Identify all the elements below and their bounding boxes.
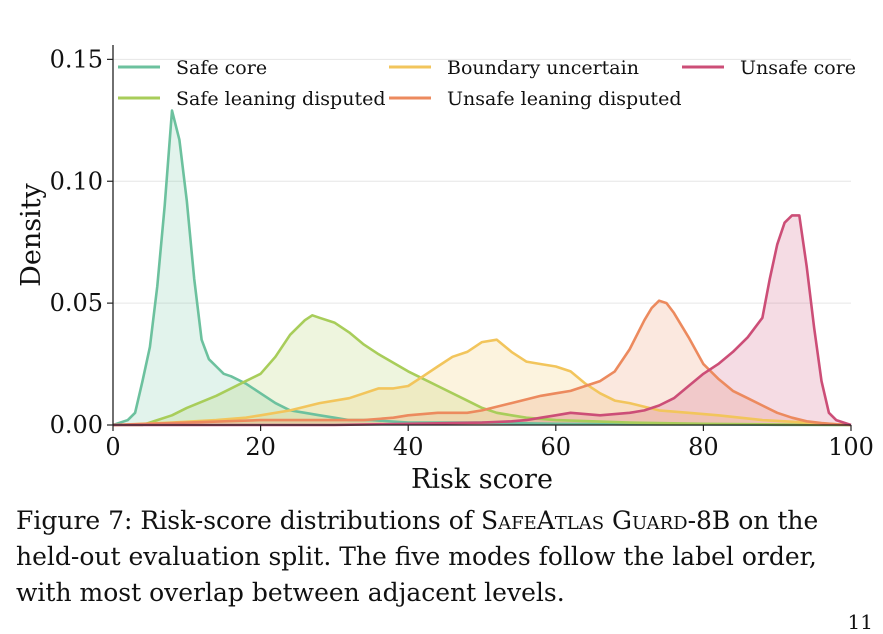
legend-label-0: Safe core — [176, 57, 267, 79]
series-area-1 — [113, 315, 851, 425]
density-lines — [112, 109, 852, 427]
axes — [107, 45, 852, 431]
caption-model-suffix: -8B — [687, 506, 731, 535]
legend: Safe core Safe leaning disputed Boundary u… — [118, 57, 856, 110]
y-tick-label-1: 0.05 — [50, 289, 103, 317]
series-area-2 — [113, 339, 851, 425]
x-tick-label-4: 80 — [688, 433, 719, 461]
density-areas — [113, 110, 851, 425]
legend-label-4: Unsafe core — [740, 57, 856, 79]
page-number: 11 — [847, 610, 873, 634]
y-tick-label-3: 0.15 — [50, 45, 103, 73]
figure-caption: Figure 7: Risk-score distributions of Sa… — [16, 503, 872, 611]
x-tick-label-0: 0 — [105, 433, 120, 461]
series-line-3 — [112, 299, 852, 427]
series-line-4 — [113, 214, 852, 427]
y-tick-label-2: 0.10 — [50, 167, 103, 195]
tick-labels: 0 20 40 60 80 100 0.00 0.05 0.10 0.15 — [50, 45, 874, 461]
x-tick-label-3: 60 — [541, 433, 572, 461]
grid-lines — [113, 58, 851, 304]
x-axis-label: Risk score — [411, 464, 553, 495]
legend-label-2: Boundary uncertain — [447, 57, 639, 79]
legend-label-3: Unsafe leaning disputed — [447, 88, 681, 110]
y-axis-label: Density — [16, 182, 47, 286]
x-tick-label-2: 40 — [393, 433, 424, 461]
caption-rest: on the held-out evaluation split. The fi… — [16, 506, 819, 607]
series-area-4 — [113, 215, 851, 425]
series-area-0 — [113, 110, 851, 425]
x-tick-label-5: 100 — [828, 433, 874, 461]
x-tick-label-1: 20 — [245, 433, 276, 461]
legend-label-1: Safe leaning disputed — [176, 88, 386, 110]
caption-model-name: SafeAtlas Guard — [480, 506, 688, 535]
series-area-3 — [113, 300, 851, 425]
series-line-1 — [113, 314, 852, 427]
caption-prefix: Figure 7: Risk-score distributions of — [16, 506, 481, 535]
y-tick-label-0: 0.00 — [50, 411, 103, 439]
